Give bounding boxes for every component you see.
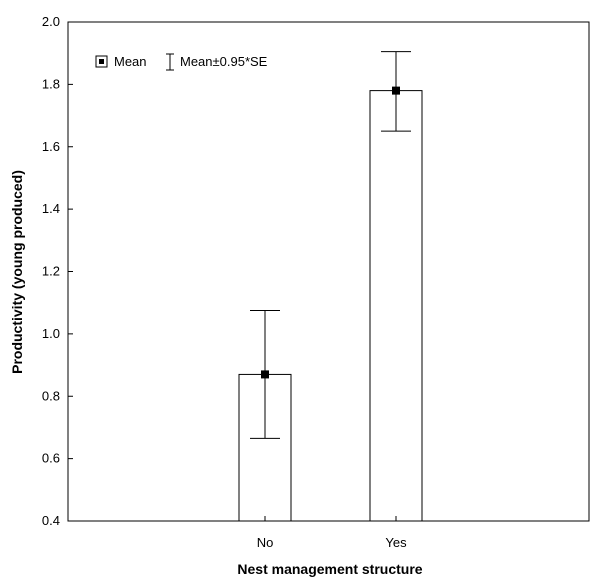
mean-marker — [392, 86, 400, 95]
y-axis-ticks: 0.4 0.6 0.8 1.0 1.2 1.4 1.6 1.8 2.0 — [42, 14, 73, 528]
y-tick-label: 1.8 — [42, 76, 60, 91]
y-tick-label: 1.4 — [42, 201, 60, 216]
y-tick-label: 1.0 — [42, 326, 60, 341]
mean-markers-layer — [261, 86, 400, 379]
y-tick-label: 1.6 — [42, 139, 60, 154]
plot-area-frame — [67, 21, 590, 522]
y-tick-label: 0.6 — [42, 451, 60, 466]
mean-marker — [261, 370, 269, 379]
y-axis-title: Productivity (young produced) — [9, 170, 25, 374]
y-tick-label: 1.2 — [42, 264, 60, 279]
y-tick-label: 0.8 — [42, 388, 60, 403]
bar — [369, 90, 423, 522]
legend: Mean Mean±0.95*SE — [95, 53, 268, 71]
x-tick-label: Yes — [385, 535, 407, 550]
legend-errorbar-label: Mean±0.95*SE — [180, 54, 268, 69]
legend-mean-marker — [99, 59, 104, 64]
x-axis-ticks: No Yes — [257, 516, 407, 550]
x-tick-label: No — [257, 535, 274, 550]
x-axis-title: Nest management structure — [237, 561, 422, 577]
y-tick-label: 0.4 — [42, 513, 60, 528]
legend-mean-label: Mean — [114, 54, 147, 69]
y-tick-label: 2.0 — [42, 14, 60, 29]
